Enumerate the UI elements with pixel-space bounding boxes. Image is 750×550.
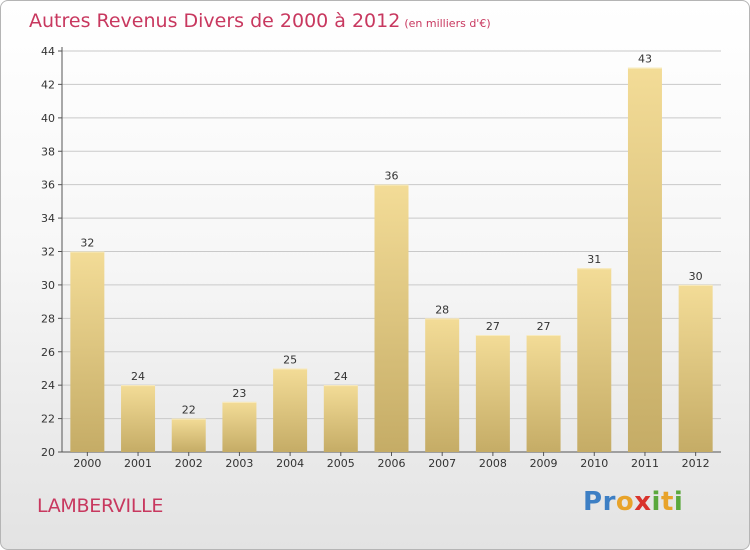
y-tick-label: 22 [41,413,55,426]
x-tick-label: 2008 [479,457,507,470]
y-tick-label: 42 [41,78,55,91]
logo-letter: t [660,487,674,517]
data-label: 22 [182,404,196,417]
y-tick-label: 20 [41,446,55,459]
data-label: 32 [80,237,94,250]
x-tick-label: 2011 [631,457,659,470]
bar [577,268,612,452]
data-label: 43 [638,53,652,66]
bar [171,418,206,452]
logo-letter: x [634,487,652,517]
bar [323,385,358,452]
logo-letter: i [673,487,684,517]
logo-letter: P [583,487,603,517]
data-label: 31 [587,253,601,266]
y-tick-label: 30 [41,279,55,292]
data-label: 27 [537,320,551,333]
x-tick-label: 2002 [175,457,203,470]
bar [425,318,460,452]
chart-subtitle: (en milliers d'€) [404,17,491,30]
logo-letter: r [602,487,616,517]
bar [273,368,308,452]
chart-title: Autres Revenus Divers de 2000 à 2012 (en … [29,10,491,32]
y-tick-label: 44 [41,45,55,58]
data-label: 23 [232,387,246,400]
bar [526,335,561,452]
x-tick-label: 2009 [530,457,558,470]
x-tick-label: 2003 [225,457,253,470]
y-tick-label: 24 [41,379,55,392]
data-label: 36 [385,170,399,183]
x-tick-label: 2007 [428,457,456,470]
labels: 20 22 24 26 28 30 32 34 36 38 40 42 44 32 2000 24 2001 22… [41,45,710,470]
proxiti-logo: Proxiti [583,487,683,517]
y-tick-label: 26 [41,346,55,359]
y-tick-label: 28 [41,312,55,325]
logo-letter: o [615,487,635,517]
logo-letter: i [651,487,661,517]
data-label: 28 [435,303,449,316]
y-tick-label: 32 [41,246,55,259]
x-tick-label: 2006 [378,457,406,470]
data-label: 24 [131,370,145,383]
bar [70,251,105,452]
chart-title-text: Autres Revenus Divers de 2000 à 2012 [29,10,401,32]
data-label: 24 [334,370,348,383]
x-tick-label: 2001 [124,457,152,470]
x-tick-label: 2000 [73,457,101,470]
bar [627,67,662,452]
data-label: 27 [486,320,500,333]
y-tick-label: 40 [41,112,55,125]
bars [70,67,713,452]
bar [475,335,510,452]
bar [678,284,713,452]
y-tick-label: 34 [41,212,55,225]
x-tick-label: 2010 [580,457,608,470]
bar [222,401,257,452]
data-label: 25 [283,353,297,366]
data-label: 30 [689,270,703,283]
bar [121,385,156,452]
x-tick-label: 2004 [276,457,304,470]
commune-name: LAMBERVILLE [37,495,164,517]
y-tick-label: 38 [41,145,55,158]
x-tick-label: 2012 [682,457,710,470]
x-tick-label: 2005 [327,457,355,470]
bar [374,184,409,452]
y-tick-label: 36 [41,179,55,192]
